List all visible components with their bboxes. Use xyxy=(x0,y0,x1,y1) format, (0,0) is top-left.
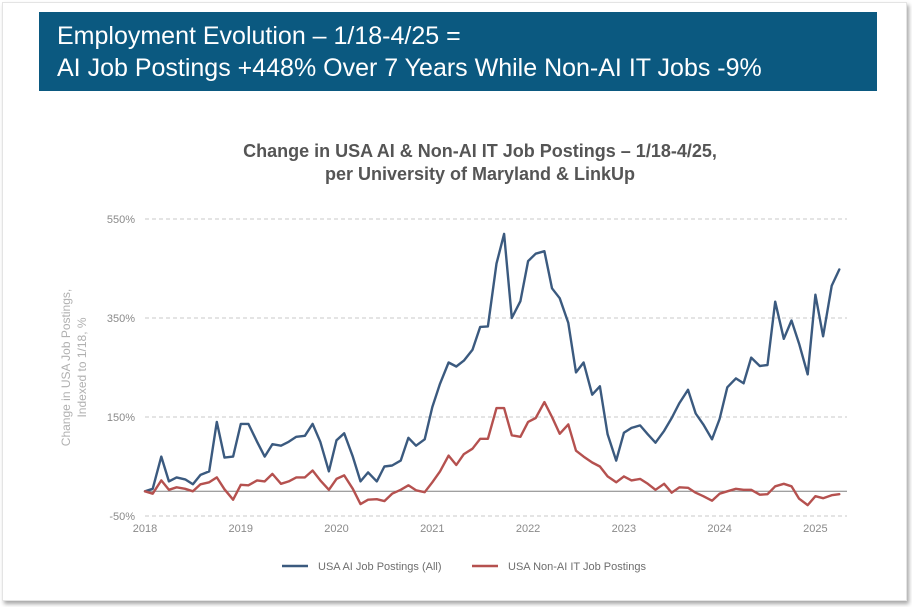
y-tick-label: 550% xyxy=(107,214,135,226)
title-banner: Employment Evolution – 1/18-4/25 = AI Jo… xyxy=(39,12,877,91)
x-tick-label: 2025 xyxy=(803,523,827,535)
x-tick-label: 2020 xyxy=(324,523,348,535)
chart-title: Change in USA AI & Non-AI IT Job Posting… xyxy=(243,141,717,161)
y-tick-label: -50% xyxy=(109,511,135,523)
x-tick-label: 2024 xyxy=(707,523,731,535)
y-axis-label-line: Change in USA Job Postings, xyxy=(59,289,73,446)
x-tick-label: 2019 xyxy=(229,523,253,535)
legend-label: USA AI Job Postings (All) xyxy=(318,561,442,573)
y-tick-label: 350% xyxy=(107,313,135,325)
x-tick-label: 2023 xyxy=(612,523,636,535)
x-tick-label: 2018 xyxy=(133,523,157,535)
chart-subtitle: per University of Maryland & LinkUp xyxy=(324,164,636,184)
slide: Employment Evolution – 1/18-4/25 = AI Jo… xyxy=(2,2,907,601)
x-tick-label: 2021 xyxy=(420,523,444,535)
series-line-non-ai xyxy=(143,400,841,507)
x-tick-label: 2022 xyxy=(516,523,540,535)
series-line-ai xyxy=(143,232,841,493)
banner-line-1: Employment Evolution – 1/18-4/25 = xyxy=(57,22,461,50)
banner-line-2: AI Job Postings +448% Over 7 Years While… xyxy=(57,54,762,82)
y-axis-label-line: Indexed to 1/18, % xyxy=(75,317,89,417)
y-tick-label: 150% xyxy=(107,412,135,424)
legend-label: USA Non-AI IT Job Postings xyxy=(508,561,646,573)
y-axis-label: Change in USA Job Postings, Indexed to 1/… xyxy=(59,289,89,446)
